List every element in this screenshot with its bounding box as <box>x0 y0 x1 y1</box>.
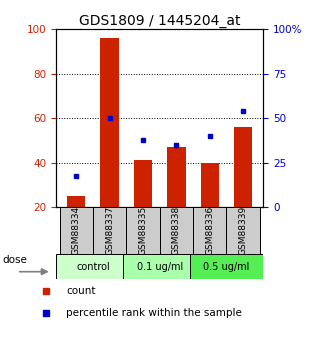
Bar <box>227 207 260 254</box>
Bar <box>123 254 196 279</box>
Text: GSM88339: GSM88339 <box>239 206 248 255</box>
Text: count: count <box>66 286 96 296</box>
Title: GDS1809 / 1445204_at: GDS1809 / 1445204_at <box>79 14 240 28</box>
Text: GSM88336: GSM88336 <box>205 206 214 255</box>
Bar <box>100 38 119 207</box>
Bar <box>56 254 130 279</box>
Text: GSM88334: GSM88334 <box>72 206 81 255</box>
Bar <box>193 207 227 254</box>
Bar <box>201 162 219 207</box>
Text: dose: dose <box>3 255 28 265</box>
Bar <box>234 127 252 207</box>
Bar <box>134 160 152 207</box>
Bar <box>67 196 85 207</box>
Text: control: control <box>76 262 110 272</box>
Text: GSM88338: GSM88338 <box>172 206 181 255</box>
Bar <box>126 207 160 254</box>
Bar <box>160 207 193 254</box>
Bar <box>190 254 263 279</box>
Text: 0.1 ug/ml: 0.1 ug/ml <box>136 262 183 272</box>
Text: GSM88337: GSM88337 <box>105 206 114 255</box>
Bar <box>59 207 93 254</box>
Text: GSM88335: GSM88335 <box>138 206 148 255</box>
Text: percentile rank within the sample: percentile rank within the sample <box>66 308 242 318</box>
Bar <box>167 147 186 207</box>
Bar <box>93 207 126 254</box>
Text: 0.5 ug/ml: 0.5 ug/ml <box>203 262 250 272</box>
